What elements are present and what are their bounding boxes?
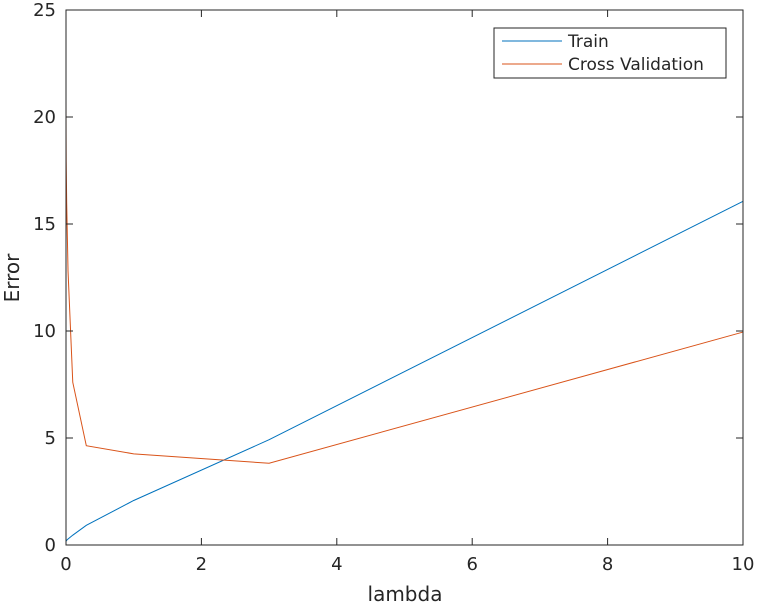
x-tick-label: 6 bbox=[466, 554, 477, 575]
x-axis-label: lambda bbox=[368, 582, 443, 605]
y-tick-label: 15 bbox=[33, 214, 56, 235]
x-tick-label: 4 bbox=[331, 554, 342, 575]
legend-entry-cross-validation: Cross Validation bbox=[568, 55, 704, 75]
y-tick-label: 25 bbox=[33, 0, 56, 21]
y-tick-label: 0 bbox=[45, 535, 56, 556]
y-tick-label: 10 bbox=[33, 321, 56, 342]
x-tick-label: 8 bbox=[602, 554, 613, 575]
legend-entry-train: Train bbox=[567, 32, 609, 52]
y-tick-label: 5 bbox=[45, 428, 56, 449]
legend-box bbox=[493, 27, 727, 79]
axes-layer: 0 2 4 6 8 10 0 5 10 15 20 25 bbox=[33, 0, 754, 575]
plot-background bbox=[66, 10, 743, 545]
y-axis-label: Error bbox=[0, 253, 24, 303]
y-tick-label: 20 bbox=[33, 107, 56, 128]
x-tick-label: 2 bbox=[196, 554, 207, 575]
axes-box bbox=[65, 9, 744, 546]
legend: Train Cross Validation bbox=[493, 27, 727, 79]
plot-area bbox=[66, 10, 743, 545]
x-tick-label: 10 bbox=[732, 554, 755, 575]
x-tick-label: 0 bbox=[60, 554, 71, 575]
